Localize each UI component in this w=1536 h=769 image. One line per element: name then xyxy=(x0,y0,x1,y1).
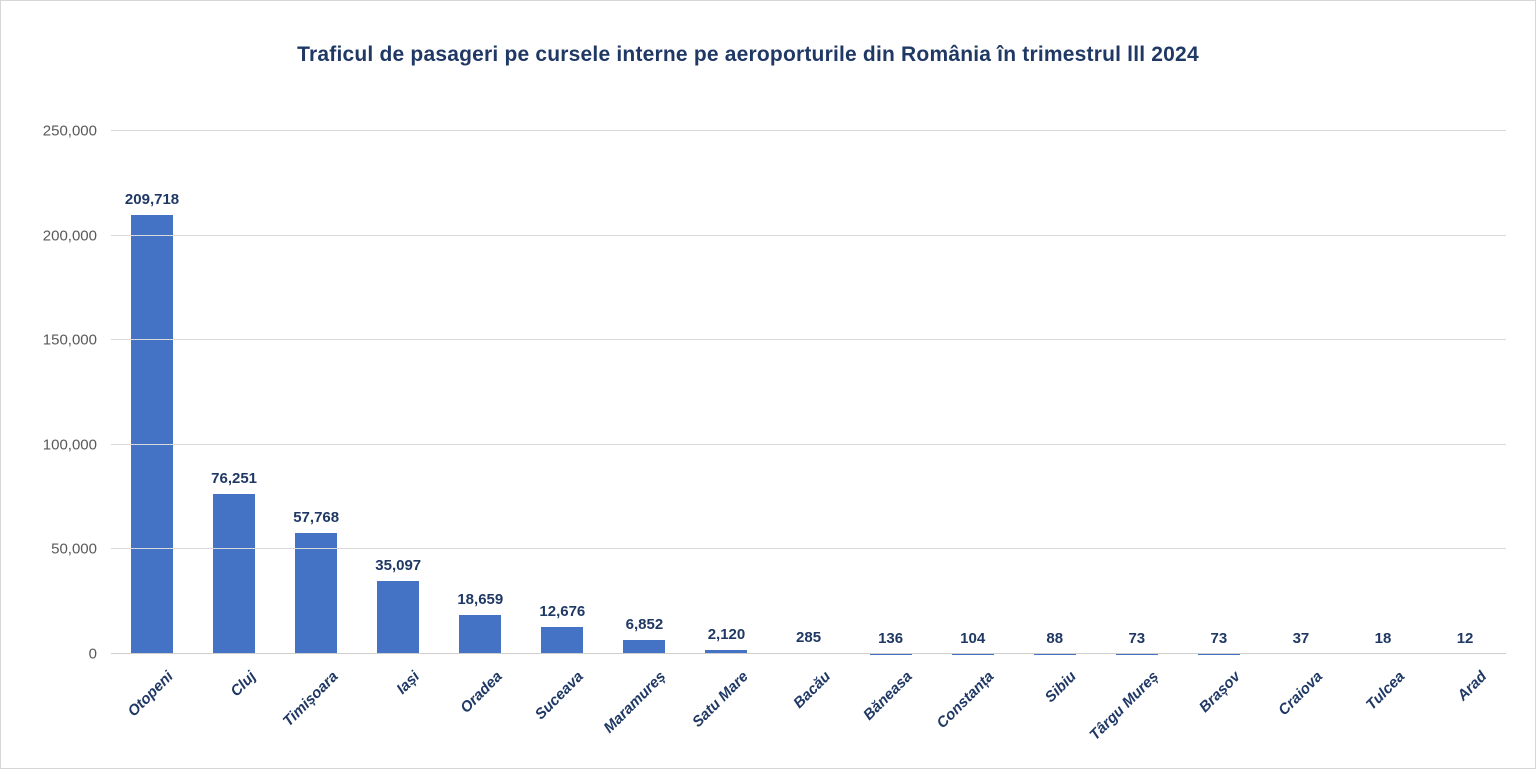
data-label: 285 xyxy=(796,629,822,647)
x-axis-category-label: Brașov xyxy=(1195,668,1244,716)
data-label: 136 xyxy=(878,629,904,647)
x-axis-category-label: Sibiu xyxy=(1041,668,1080,706)
category-slot: 37 Craiova xyxy=(1260,131,1342,719)
x-axis-category-label: Arad xyxy=(1453,668,1491,705)
chart-title: Traficul de pasageri pe cursele interne … xyxy=(297,43,1199,66)
data-label: 104 xyxy=(960,629,986,647)
x-axis-category-label: Suceava xyxy=(532,668,588,724)
category-slot: 88 Sibiu xyxy=(1014,131,1096,706)
category-slot: 73 Brașov xyxy=(1178,131,1260,716)
x-axis-category-label: Băneasa xyxy=(859,668,916,724)
gridline xyxy=(111,443,1506,445)
data-label: 57,768 xyxy=(293,509,340,527)
data-label: 209,718 xyxy=(124,191,180,209)
category-slot: 76,251 Cluj xyxy=(193,131,275,700)
gridline xyxy=(111,234,1506,236)
category-slot: 285 Bacău xyxy=(768,131,850,712)
y-axis-tick-label: 150,000 xyxy=(42,331,97,349)
x-axis-line xyxy=(111,653,1506,654)
bar xyxy=(213,494,256,654)
category-slot: 73 Târgu Mureș xyxy=(1086,131,1178,744)
bars-container: 209,718 Otopeni 76,251 Cluj 57,768 Timișoara 3… xyxy=(111,131,1506,744)
data-label: 6,852 xyxy=(625,615,664,633)
x-axis-category-label: Maramureș xyxy=(600,668,670,737)
category-slot: 209,718 Otopeni xyxy=(111,131,193,720)
category-slot: 18,659 Oradea xyxy=(439,131,521,717)
x-axis-category-label: Bacău xyxy=(789,668,834,712)
x-axis-category-label: Iași xyxy=(393,668,424,698)
data-label: 73 xyxy=(1128,629,1146,647)
data-label: 2,120 xyxy=(707,625,746,643)
category-slot: 18 Tulcea xyxy=(1342,131,1424,713)
data-label: 37 xyxy=(1292,629,1310,647)
x-axis-category-label: Craiova xyxy=(1274,668,1326,719)
x-axis-category-label: Satu Mare xyxy=(688,668,752,731)
data-label: 35,097 xyxy=(375,556,422,574)
data-label: 88 xyxy=(1046,629,1064,647)
bar xyxy=(295,533,338,654)
bar xyxy=(541,627,584,654)
x-axis-category-label: Otopeni xyxy=(124,668,178,721)
category-slot: 12,676 Suceava xyxy=(521,131,603,723)
data-label: 18 xyxy=(1374,629,1392,647)
category-slot: 57,768 Timișoara xyxy=(275,131,357,730)
x-axis-category-label: Cluj xyxy=(227,668,260,701)
category-slot: 104 Constanța xyxy=(932,131,1014,732)
bar xyxy=(459,614,502,654)
data-label: 18,659 xyxy=(457,590,504,608)
category-slot: 6,852 Maramureș xyxy=(601,131,685,737)
bar xyxy=(623,639,666,654)
y-axis-tick-label: 100,000 xyxy=(42,436,97,454)
x-axis-category-label: Oradea xyxy=(456,668,506,717)
bar xyxy=(377,580,420,654)
y-axis-tick-label: 50,000 xyxy=(51,540,97,558)
gridline xyxy=(111,339,1506,341)
x-axis-category-label: Târgu Mureș xyxy=(1086,668,1162,744)
gridline xyxy=(111,130,1506,131)
bar xyxy=(131,215,174,654)
data-label: 12 xyxy=(1456,629,1474,647)
x-axis-category-label: Timișoara xyxy=(279,668,342,730)
data-label: 76,251 xyxy=(211,470,258,488)
x-axis-category-label: Tulcea xyxy=(1362,668,1408,714)
plot-area: 209,718 Otopeni 76,251 Cluj 57,768 Timișoara 3… xyxy=(43,123,1506,744)
category-slot: 12 Arad xyxy=(1424,131,1506,704)
y-axis-tick-label: 200,000 xyxy=(42,227,97,245)
data-label: 73 xyxy=(1210,629,1228,647)
category-slot: 136 Băneasa xyxy=(850,131,932,724)
y-axis-tick-label: 0 xyxy=(88,645,97,663)
y-axis-tick-label: 250,000 xyxy=(42,122,97,140)
category-slot: 35,097 Iași xyxy=(357,131,439,698)
bar xyxy=(705,649,748,654)
category-slot: 2,120 Satu Mare xyxy=(685,131,767,731)
x-axis-category-label: Constanța xyxy=(933,668,998,732)
data-label: 12,676 xyxy=(539,603,586,621)
gridline xyxy=(111,548,1506,550)
